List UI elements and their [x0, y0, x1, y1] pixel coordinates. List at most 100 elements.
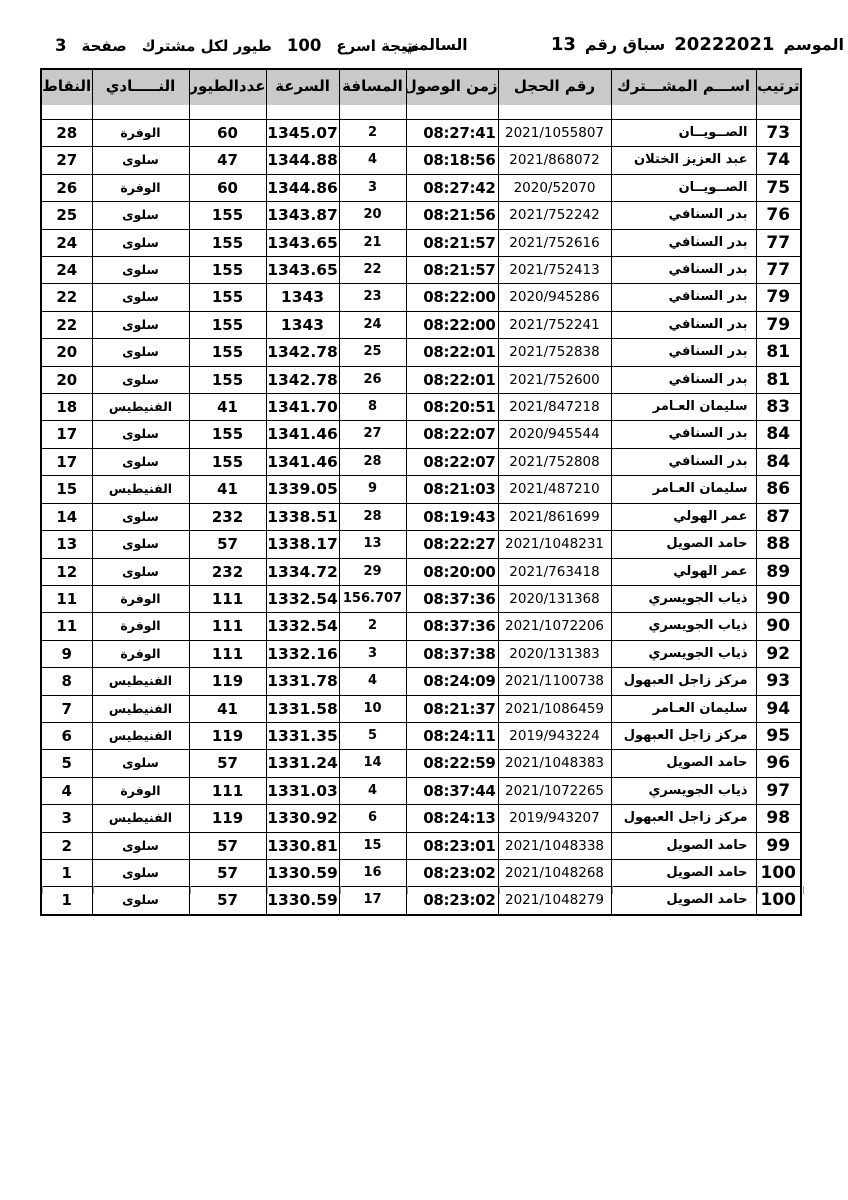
cell-time: 08:18:56	[405, 146, 499, 175]
cell-rank: 93	[755, 667, 802, 696]
cell-club: الفنيطيس	[91, 804, 190, 833]
cell-ring: 2021/1072265	[497, 776, 612, 806]
cell-speed: 1343.65	[265, 256, 340, 285]
cell-participant: بدر السنافي	[610, 283, 757, 312]
cell-birds: 57	[188, 858, 267, 888]
document-title: الموسم 20222021 سباق رقم 13 السالمي نتيج…	[0, 34, 848, 60]
table-row: 79 بدر السنافي 2020/945286 08:22:00 23 1343 15…	[40, 283, 802, 312]
cell-points: 17	[40, 447, 93, 477]
cell-distance: 16	[338, 858, 407, 888]
cell-time: 08:24:09	[405, 667, 499, 696]
cell-speed: 1343	[265, 310, 340, 340]
cell-points: 1	[40, 858, 93, 888]
cell-club: سلوى	[91, 530, 190, 559]
cell-time: 08:24:11	[405, 721, 499, 751]
cell-participant: سليمان العـامر	[610, 393, 757, 422]
cell-points: 5	[40, 749, 93, 778]
cell-rank: 100	[755, 886, 802, 916]
cell-ring: 2021/1072206	[497, 612, 612, 641]
cell-ring: 2021/1048231	[497, 530, 612, 559]
cell-time: 08:22:07	[405, 447, 499, 477]
cell-ring: 2019/943224	[497, 721, 612, 751]
cell-ring: 2021/763418	[497, 557, 612, 586]
cell-time: 08:37:44	[405, 776, 499, 806]
cell-points: 11	[40, 612, 93, 641]
cell-time: 08:22:59	[405, 749, 499, 778]
cell-distance: 5	[338, 721, 407, 751]
table-row: 99 حامد الصويل 2021/1048338 08:23:01 15 1330.…	[40, 831, 802, 860]
cell-birds: 155	[188, 310, 267, 340]
cell-ring: 2021/1048268	[497, 858, 612, 888]
cell-birds: 119	[188, 804, 267, 833]
cell-birds: 155	[188, 228, 267, 258]
cell-participant: بدر السنافي	[610, 310, 757, 340]
scope-label: طيور لكل مشترك	[141, 37, 272, 55]
cell-distance: 4	[338, 776, 407, 806]
cell-ring: 2021/1048383	[497, 749, 612, 778]
table-row: 84 بدر السنافي 2021/752808 08:22:07 28 1341.4…	[40, 447, 802, 477]
cell-time: 08:23:01	[405, 831, 499, 860]
cell-ring: 2021/1048279	[497, 886, 612, 916]
table-row: 87 عمر الهولي 2021/861699 08:19:43 28 1338.51…	[40, 502, 802, 532]
cell-birds: 232	[188, 502, 267, 532]
cell-time: 08:37:36	[405, 584, 499, 614]
table-row: 77 بدر السنافي 2021/752413 08:21:57 22 1343.6…	[40, 256, 802, 285]
cell-time: 08:23:02	[405, 858, 499, 888]
cell-birds: 111	[188, 584, 267, 614]
cell-distance: 29	[338, 557, 407, 586]
cell-club: الفنيطيس	[91, 694, 190, 723]
cell-rank: 83	[755, 393, 802, 422]
cell-time: 08:27:42	[405, 173, 499, 203]
results-body: 73 الصــويــان 2021/1055807 08:27:41 2 1345.0…	[40, 118, 802, 916]
race-label: سباق رقم	[584, 35, 666, 54]
cell-speed: 1330.81	[265, 831, 340, 860]
cell-club: الوفرة	[91, 584, 190, 614]
cell-distance: 14	[338, 749, 407, 778]
table-row: 79 بدر السنافي 2021/752241 08:22:00 24 1343 15…	[40, 310, 802, 340]
cell-birds: 111	[188, 776, 267, 806]
cell-distance: 28	[338, 447, 407, 477]
cell-distance: 3	[338, 639, 407, 669]
title-season-race: الموسم 20222021 سباق رقم 13	[551, 34, 844, 55]
table-row: 90 ذياب الجويسري 2020/131368 08:37:36 156.70…	[40, 584, 802, 614]
table-row: 77 بدر السنافي 2021/752616 08:21:57 21 1343.6…	[40, 228, 802, 258]
cell-speed: 1332.16	[265, 639, 340, 669]
cell-club: سلوى	[91, 886, 190, 916]
cell-rank: 84	[755, 447, 802, 477]
cell-rank: 90	[755, 584, 802, 614]
col-header-arrival-time: زمن الوصول	[405, 68, 499, 120]
table-row: 94 سليمان العـامر 2021/1086459 08:21:37 10 13…	[40, 694, 802, 723]
cell-participant: حامد الصويل	[610, 530, 757, 559]
cell-distance: 4	[338, 667, 407, 696]
cell-birds: 232	[188, 557, 267, 586]
cell-ring: 2021/487210	[497, 475, 612, 504]
cell-speed: 1331.78	[265, 667, 340, 696]
cell-rank: 75	[755, 173, 802, 203]
cell-points: 8	[40, 667, 93, 696]
cell-points: 12	[40, 557, 93, 586]
cell-club: الوفرة	[91, 173, 190, 203]
cell-club: الوفرة	[91, 118, 190, 148]
table-row: 76 بدر السنافي 2021/752242 08:21:56 20 1343.8…	[40, 201, 802, 230]
cell-ring: 2021/752808	[497, 447, 612, 477]
cell-birds: 155	[188, 338, 267, 367]
cell-points: 22	[40, 283, 93, 312]
cell-club: الفنيطيس	[91, 393, 190, 422]
cell-participant: مركز زاجل العبهول	[610, 804, 757, 833]
cell-ring: 2020/131368	[497, 584, 612, 614]
cell-time: 08:27:41	[405, 118, 499, 148]
cell-distance: 20	[338, 201, 407, 230]
title-venue: السالمي	[403, 36, 468, 54]
cell-birds: 155	[188, 365, 267, 395]
cell-rank: 96	[755, 749, 802, 778]
cell-speed: 1342.78	[265, 338, 340, 367]
cell-distance: 23	[338, 283, 407, 312]
cell-rank: 79	[755, 283, 802, 312]
cell-birds: 111	[188, 612, 267, 641]
cell-points: 14	[40, 502, 93, 532]
cell-club: الفنيطيس	[91, 721, 190, 751]
cell-birds: 57	[188, 831, 267, 860]
col-header-participant: اســـم المشـــترك	[610, 68, 757, 120]
cell-points: 9	[40, 639, 93, 669]
